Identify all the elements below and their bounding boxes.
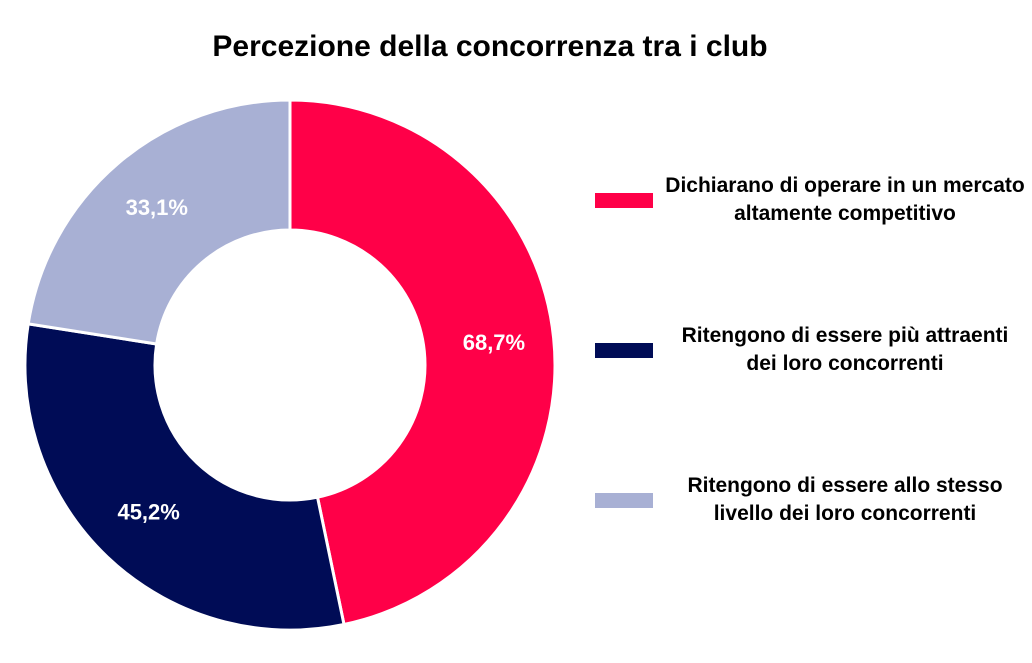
legend-label: Ritengono di essere allo stesso livello … [687,474,1003,525]
value-label: 45,2% [117,499,179,524]
legend-swatch [595,492,653,508]
legend-swatch [595,192,653,208]
value-label: 33,1% [126,195,188,220]
donut-slice [288,98,557,627]
donut-slice [26,98,292,346]
legend-label: Dichiarano di operare in un mercato alta… [665,174,1025,225]
value-label: 68,7% [463,330,525,355]
legend-label: Ritengono di essere più attraenti dei lo… [681,324,1009,375]
legend-item: Ritengono di essere più attraenti dei lo… [595,322,1025,378]
legend-swatch [595,342,653,358]
legend-item: Ritengono di essere allo stesso livello … [595,472,1025,528]
chart-title: Percezione della concorrenza tra i club [212,30,767,63]
legend-item: Dichiarano di operare in un mercato alta… [595,172,1025,228]
donut-slice [23,322,346,632]
